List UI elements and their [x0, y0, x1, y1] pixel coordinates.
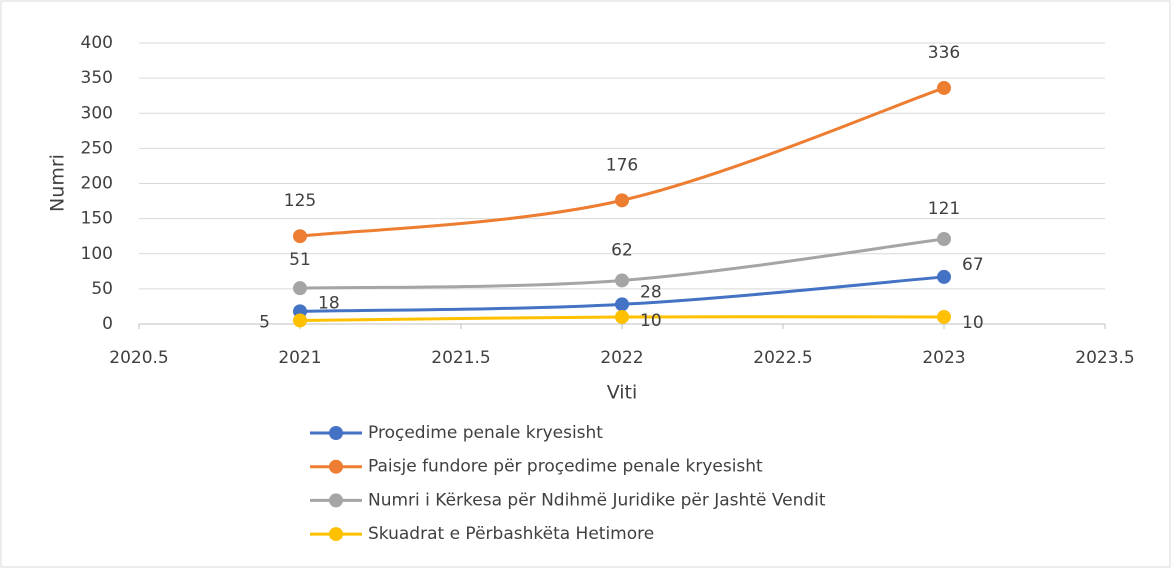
x-axis-label: Viti — [607, 382, 638, 404]
y-axis-label: Numri — [47, 154, 69, 212]
data-label: 10 — [962, 313, 984, 333]
data-label: 18 — [318, 293, 340, 313]
y-tick-label: 300 — [81, 103, 113, 123]
data-point — [293, 313, 307, 328]
y-tick-label: 50 — [91, 279, 113, 299]
data-point — [293, 229, 307, 244]
y-tick-label: 200 — [81, 174, 113, 194]
legend-label: Paisje fundore për proçedime penale krye… — [368, 457, 763, 477]
legend-marker — [329, 426, 343, 440]
legend-marker — [329, 459, 343, 474]
data-point — [937, 80, 951, 95]
data-label: 121 — [928, 199, 960, 219]
data-label: 62 — [611, 240, 633, 260]
legend-label: Numri i Kërkesa për Ndihmë Juridike për … — [368, 490, 826, 510]
legend-marker — [329, 527, 343, 542]
y-tick-label: 100 — [81, 244, 113, 264]
y-tick-label: 250 — [81, 138, 113, 158]
data-label: 176 — [606, 155, 638, 175]
data-point — [615, 193, 629, 208]
x-tick-label: 2021.5 — [431, 348, 490, 368]
x-tick-label: 2020.5 — [109, 348, 168, 368]
data-point — [937, 269, 951, 284]
x-tick-label: 2023.5 — [1075, 348, 1134, 368]
legend-label: Skuadrat e Përbashkëta Hetimore — [368, 524, 654, 544]
data-point — [615, 297, 629, 312]
x-tick-label: 2022 — [600, 348, 643, 368]
legend-label: Proçedime penale kryesisht — [368, 423, 603, 443]
y-tick-label: 350 — [81, 68, 113, 88]
x-tick-label: 2023 — [922, 348, 965, 368]
y-tick-label: 0 — [102, 314, 113, 334]
x-tick-label: 2021 — [278, 348, 321, 368]
data-label: 125 — [284, 191, 316, 211]
data-label: 5 — [259, 312, 270, 332]
data-label: 51 — [289, 250, 311, 270]
x-tick-label: 2022.5 — [753, 348, 812, 368]
data-point — [615, 273, 629, 288]
y-tick-label: 400 — [81, 33, 113, 53]
legend-marker — [329, 493, 343, 508]
y-tick-label: 150 — [81, 209, 113, 229]
data-point — [937, 309, 951, 324]
data-label: 67 — [962, 255, 984, 275]
data-label: 336 — [928, 43, 960, 63]
data-label: 10 — [640, 311, 662, 331]
data-point — [937, 231, 951, 246]
data-label: 28 — [640, 282, 662, 302]
data-point — [615, 309, 629, 324]
data-point — [293, 281, 307, 296]
